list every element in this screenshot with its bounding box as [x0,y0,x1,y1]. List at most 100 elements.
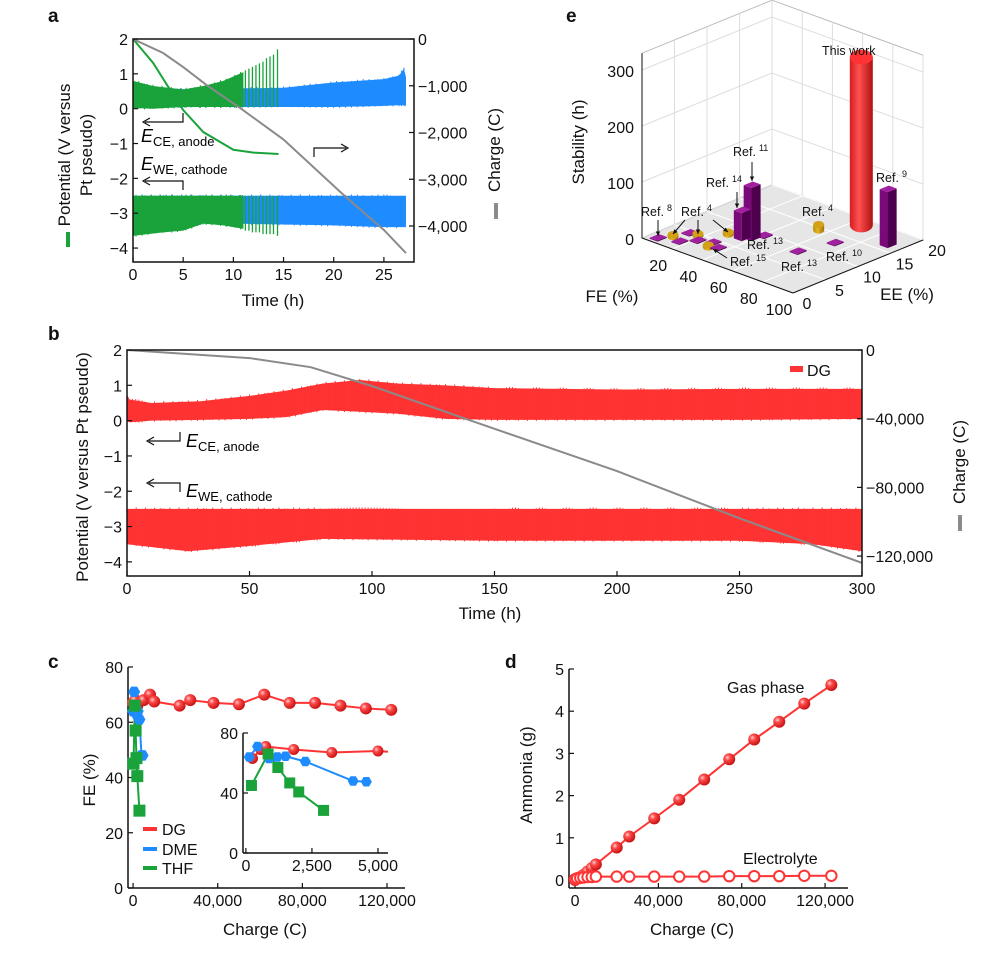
arrow-left-icon [149,432,181,442]
svg-text:ECE, anode: ECE, anode [186,431,259,454]
data-point-circle [723,753,736,766]
annotation-superscript: 13 [807,258,817,268]
data-point-open-circle [698,870,711,883]
data-point-circle [258,688,271,701]
bar-prism-side-face [887,188,897,249]
data-point-circle [309,696,322,709]
annotation-label: Ref. 9 [876,169,907,185]
annotation-superscript: 15 [756,253,766,263]
arrowhead-icon [145,478,155,488]
y-tick-label: −3 [110,206,128,223]
annotation-text: Ref. [641,205,664,219]
y2-tick-label: −80,000 [866,480,924,497]
panel-a-y2label: Charge (C) [485,108,504,192]
data-point-open-circle [723,869,736,883]
bar-prism-front-face [689,240,698,245]
arrow-left-icon [149,482,181,492]
panel-d-xlabel: Charge (C) [650,920,734,939]
data-point-square [130,752,143,765]
annotation-text: This work [822,44,876,58]
ee-tick-label: 10 [863,270,881,287]
y-tick-label: 20 [105,826,123,843]
y-tick-label: −4 [110,241,128,258]
annotation-label: Ref. 4 [802,203,833,219]
x-tick-label: 0 [241,858,250,875]
panel-c-ylabel: FE (%) [80,754,99,807]
y-tick-label: 1 [119,67,128,84]
y-tick-label: 5 [555,662,564,679]
fe-axis [641,237,794,294]
data-point-square [284,777,296,789]
annotation-label: Ref. 13 [781,258,817,274]
y-tick-label: 3 [555,746,564,763]
y-tick-label: 0 [113,414,122,431]
annotation-label: Ref. 10 [826,248,862,264]
y-tick-label: −1 [104,449,122,466]
y2-tick-label: −3,000 [418,172,467,189]
y-tick-label: 80 [105,660,123,677]
bar-cylinder-top [702,241,714,249]
data-point-square [133,804,146,817]
x-tick-label: 0 [571,893,580,910]
legend-label-dg: DG [162,822,186,839]
bar-prism-side-face [741,209,751,242]
y-tick-label: 80 [220,726,238,743]
data-point-square [272,762,284,773]
annotation-text: Ref. [681,205,704,219]
panel-a-annotation-charge-arrow [313,143,350,157]
bar-prism-front-face [681,232,690,237]
data-point-hexagon [252,741,264,752]
x-tick-label: 0 [129,893,138,910]
x-tick-label: 80,000 [278,893,327,910]
x-tick-label: 50 [241,581,259,598]
data-point-circle [148,695,161,708]
y-tick-label: −1 [110,137,128,154]
bar-prism-side-face [657,236,667,242]
bar-prism-side-face [797,250,807,256]
series-label-electrolyte: Electrolyte [743,851,818,868]
y2-tick-label: −4,000 [418,219,467,236]
panel-e-chart: 0 100 200 300 20 40 60 80 100 0 5 10 15 20 Stability … [569,0,946,319]
data-point-hexagon [133,714,146,725]
y2-tick-label: −1,000 [418,79,467,96]
panel-a-ylabel-line1: Potential (V versus [55,84,74,227]
bar-prism-top-face [879,185,897,193]
panel-b-xlabel: Time (h) [459,604,522,623]
bar-prism-top-face [649,233,667,241]
arrowhead-icon [340,143,350,153]
annotation-text: Ref. [747,238,770,252]
data-point-open-circle [623,870,636,883]
arrowhead-icon [734,203,740,208]
fe-tick-label: 40 [680,269,698,286]
x-tick-label: 300 [849,581,876,598]
x-tick-label: 80,000 [717,893,766,910]
panel-b-ylabel: Potential (V versus Pt pseudo) [73,352,92,582]
data-point-circle [173,699,186,712]
data-point-circle [334,699,347,712]
y-tick-label: 40 [220,786,238,803]
data-point-open-circle [589,870,603,883]
bar-prism-front-face [789,251,798,256]
fe-tick-label: 100 [766,302,793,319]
data-point-circle [372,745,384,757]
panel-e-xlabel: FE (%) [586,287,639,306]
data-point-hexagon [299,756,311,767]
x-tick-label: 10 [224,267,242,284]
x-tick-label: 120,000 [358,893,416,910]
x-tick-label: 0 [123,581,132,598]
panel-label-a: a [48,6,59,27]
y-tick-label: −4 [104,555,122,572]
data-point-circle [648,812,661,825]
series-label-gas-phase: Gas phase [727,680,804,697]
arrow-left-icon [145,180,184,190]
z-tick-label: 300 [607,64,634,81]
data-point-circle [748,733,761,746]
y-tick-label: 0 [555,873,564,890]
y-tick-label: −2 [110,171,128,188]
data-point-circle [825,679,838,692]
annotation-superscript: 10 [852,248,862,258]
data-point-circle [610,841,623,854]
data-point-open-circle [825,869,838,882]
